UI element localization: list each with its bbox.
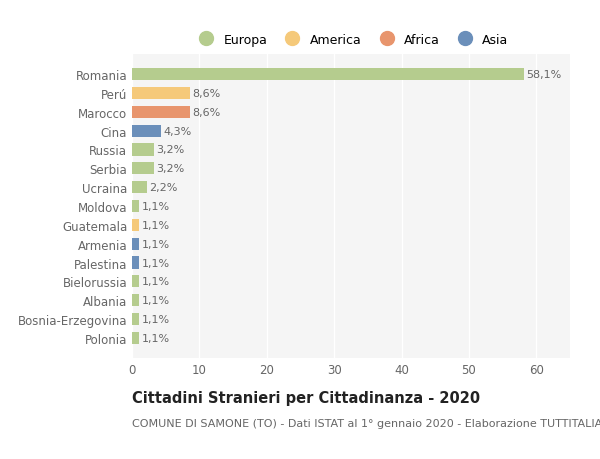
Text: 1,1%: 1,1%	[142, 220, 170, 230]
Text: 1,1%: 1,1%	[142, 296, 170, 306]
Text: 3,2%: 3,2%	[156, 145, 185, 155]
Bar	[132, 313, 139, 325]
Bar	[132, 332, 139, 344]
Text: 1,1%: 1,1%	[142, 239, 170, 249]
Bar	[132, 219, 139, 231]
Text: 1,1%: 1,1%	[142, 333, 170, 343]
Text: 8,6%: 8,6%	[193, 107, 221, 118]
Text: Cittadini Stranieri per Cittadinanza - 2020: Cittadini Stranieri per Cittadinanza - 2…	[132, 390, 480, 405]
Text: 2,2%: 2,2%	[149, 183, 178, 193]
Bar	[132, 276, 139, 288]
Text: 1,1%: 1,1%	[142, 277, 170, 287]
Bar	[132, 201, 139, 213]
Text: 1,1%: 1,1%	[142, 314, 170, 325]
Text: 58,1%: 58,1%	[526, 70, 562, 80]
Text: 1,1%: 1,1%	[142, 258, 170, 268]
Bar	[132, 69, 524, 81]
Text: COMUNE DI SAMONE (TO) - Dati ISTAT al 1° gennaio 2020 - Elaborazione TUTTITALIA.: COMUNE DI SAMONE (TO) - Dati ISTAT al 1°…	[132, 418, 600, 428]
Bar	[132, 257, 139, 269]
Bar	[132, 125, 161, 137]
Bar	[132, 88, 190, 100]
Bar	[132, 238, 139, 250]
Text: 4,3%: 4,3%	[164, 126, 192, 136]
Bar	[132, 144, 154, 156]
Bar	[132, 182, 147, 194]
Legend: Europa, America, Africa, Asia: Europa, America, Africa, Asia	[191, 31, 511, 49]
Bar	[132, 106, 190, 119]
Text: 3,2%: 3,2%	[156, 164, 185, 174]
Bar	[132, 163, 154, 175]
Text: 1,1%: 1,1%	[142, 202, 170, 212]
Bar	[132, 294, 139, 307]
Text: 8,6%: 8,6%	[193, 89, 221, 99]
